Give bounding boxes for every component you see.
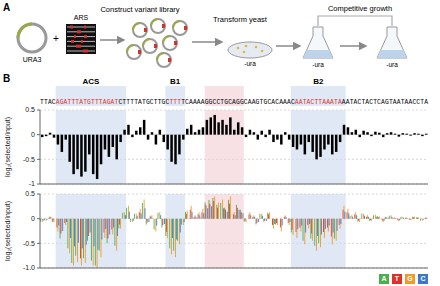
svg-text:B2: B2 [313, 77, 324, 86]
svg-text:-ura: -ura [312, 61, 324, 68]
html-text:T: T [394, 275, 400, 282]
svg-text:log₂(selected/input): log₂(selected/input) [4, 201, 12, 261]
svg-text:-ura: -ura [386, 61, 398, 68]
svg-text:+: + [53, 33, 59, 44]
html-text:A: A [381, 275, 387, 282]
svg-text:0: 0 [31, 131, 35, 138]
svg-text:Competitive growth: Competitive growth [328, 4, 392, 13]
svg-text:log₂(selected/input): log₂(selected/input) [4, 117, 12, 177]
svg-text:-0.5: -0.5 [23, 156, 35, 163]
svg-text:-1.0: -1.0 [23, 264, 35, 271]
svg-text:URA3: URA3 [23, 56, 42, 63]
svg-text:0.5: 0.5 [25, 106, 35, 113]
svg-text:B: B [3, 73, 10, 84]
svg-text:-0.5: -0.5 [23, 240, 35, 247]
svg-text:ARS: ARS [74, 14, 89, 21]
svg-text:0: 0 [31, 215, 35, 222]
html-text:T T A C A G A T T T A T G T T: T T A C A G A T T T A T G T T T A G A T … [40, 99, 424, 106]
svg-text:ACS: ACS [83, 77, 101, 86]
html-text:C: C [420, 275, 426, 282]
svg-text:A: A [424, 99, 428, 106]
svg-text:Transform yeast: Transform yeast [213, 15, 268, 24]
svg-text:-1: -1 [29, 180, 35, 187]
svg-text:A: A [3, 2, 10, 13]
svg-text:B1: B1 [170, 77, 181, 86]
svg-text:-ura: -ura [244, 60, 256, 67]
html-text:G: G [407, 275, 413, 282]
svg-text:0.5: 0.5 [25, 190, 35, 197]
svg-text:Construct variant library: Construct variant library [100, 5, 179, 14]
